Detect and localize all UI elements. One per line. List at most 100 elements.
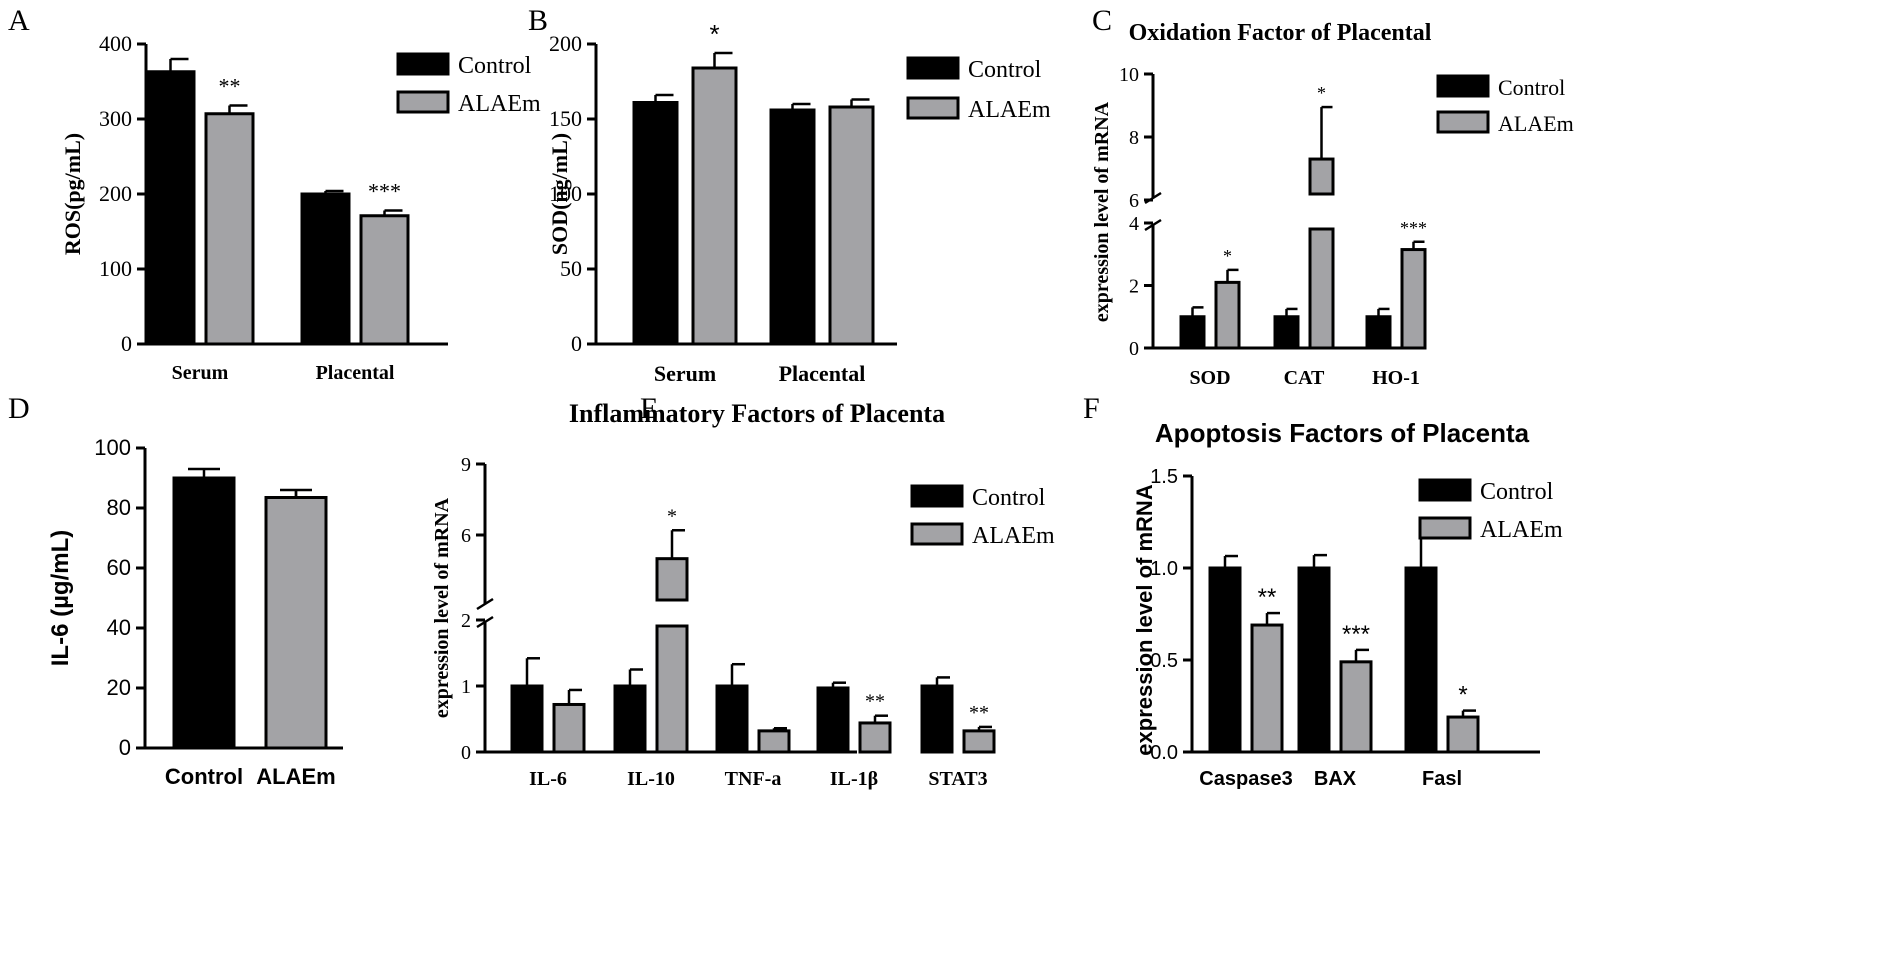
significance-marker: * [1223,246,1232,266]
x-tick-label: IL-6 [529,768,567,790]
y-tick-label: 0 [119,735,131,760]
bar-control [145,70,196,346]
bar-control [300,192,351,346]
bar-control [816,686,850,754]
x-tick-label: Placental [779,361,866,386]
x-tick-label: ALAEm [256,764,335,789]
significance-marker: * [667,505,677,527]
y-tick-label: 1 [461,676,471,698]
y-tick-label: 6 [461,525,471,547]
y-axis-label: ROS(pg/mL) [60,133,85,255]
axis-break-mark [1144,218,1162,232]
significance-marker: *** [368,179,401,204]
y-tick-label: 2 [461,610,471,632]
legend-swatch-alaem [1418,516,1472,540]
x-tick-label: Serum [172,362,229,384]
legend-swatch-alaem [910,522,964,546]
chart-title: Apoptosis Factors of Placenta [1155,418,1530,448]
panel-c: C Oxidation Factor of Placental 0 2 46 8 10 exp… [1091,4,1574,389]
bar-alaem [264,496,328,750]
y-tick-label: 0.5 [1150,650,1178,672]
panel-letter: B [528,4,548,37]
panel-letter: A [8,4,30,37]
panel-letter: F [1083,392,1100,425]
significance-marker: *** [1400,218,1427,238]
bar-alaem [962,729,996,754]
legend-label: Control [458,53,532,79]
y-tick-label: 50 [560,256,582,281]
bar-control [613,684,647,754]
x-tick-label: TNF-a [725,768,782,790]
legend-label: ALAEm [1480,517,1563,543]
x-tick-label: IL-10 [627,768,675,790]
chart-title: Inflammatory Factors of Placenta [569,399,945,428]
x-tick-label: Serum [654,361,716,386]
bar-alaem [1214,280,1241,350]
y-axis-label: expression level of mRNA [1091,101,1113,322]
significance-marker: * [1458,682,1467,709]
bar-alaem [552,702,586,754]
legend-swatch-alaem [1436,110,1490,134]
bar-control [1179,315,1206,350]
y-tick-label: 10 [1119,64,1139,86]
x-tick-label: HO-1 [1372,367,1420,389]
legend-label: Control [968,57,1042,83]
bar-control [632,101,679,346]
panel-b: B 0 50 100 150 200 SOD(ng/mL) Serum Placental * Co… [528,4,1051,386]
y-tick-label: 100 [99,256,132,281]
y-tick-label: 0 [1129,338,1139,360]
bar-alaem [691,66,738,346]
bar-control [1365,315,1392,350]
bar-control [769,108,816,346]
bar-control [1404,566,1438,754]
bar-control [920,684,954,754]
bar-control [1297,566,1331,754]
chart-title: Oxidation Factor of Placental [1129,20,1432,46]
y-tick-label: 150 [549,106,582,131]
bar-alaem [1400,248,1427,350]
y-tick-label: 6 [1129,190,1139,212]
y-tick-label: 0 [571,331,582,356]
y-tick-label: 20 [107,675,131,700]
bar-alaem [1446,715,1480,754]
significance-marker: * [709,19,719,49]
y-tick-label: 40 [107,615,131,640]
legend-swatch-control [906,56,960,80]
panel-letter: D [8,392,30,425]
legend-swatch-control [1418,478,1472,502]
significance-marker: * [1317,83,1326,103]
y-tick-label: 2 [1129,276,1139,298]
bar-control [1208,566,1242,754]
y-axis-label: expression level of mRNA [1132,484,1157,756]
y-tick-label: 8 [1129,127,1139,149]
legend-swatch-control [396,52,450,76]
x-tick-label: BAX [1314,768,1357,790]
bar-control [715,684,749,754]
axis-break-mark [476,615,494,629]
y-tick-label: 300 [99,106,132,131]
bar-alaem [359,214,410,346]
bar-alaem [204,112,255,346]
x-tick-label: SOD [1189,367,1230,389]
x-tick-label: Caspase3 [1199,768,1292,790]
y-tick-label: 4 [1129,213,1139,235]
bar-alaem [828,105,875,346]
y-axis-label: IL-6 (µg/mL) [47,530,74,666]
legend-swatch-control [910,484,964,508]
bar-control [510,684,544,754]
y-tick-label: 100 [94,435,131,460]
legend-label: ALAEm [972,523,1055,549]
bar-alaem [757,729,791,754]
legend-label: Control [972,485,1046,511]
legend-label: Control [1498,75,1565,100]
legend-label: ALAEm [1498,111,1574,136]
axis-break-mark [476,597,494,611]
bar-alaem-lower [1308,227,1335,350]
bar-alaem-lower [655,624,689,754]
y-axis-label: SOD(ng/mL) [547,133,572,255]
panel-d: D 0 20 40 60 80 100 IL-6 (µg/mL) Control ALAEm [8,392,343,789]
y-tick-label: 400 [99,31,132,56]
bar-control [172,476,236,750]
